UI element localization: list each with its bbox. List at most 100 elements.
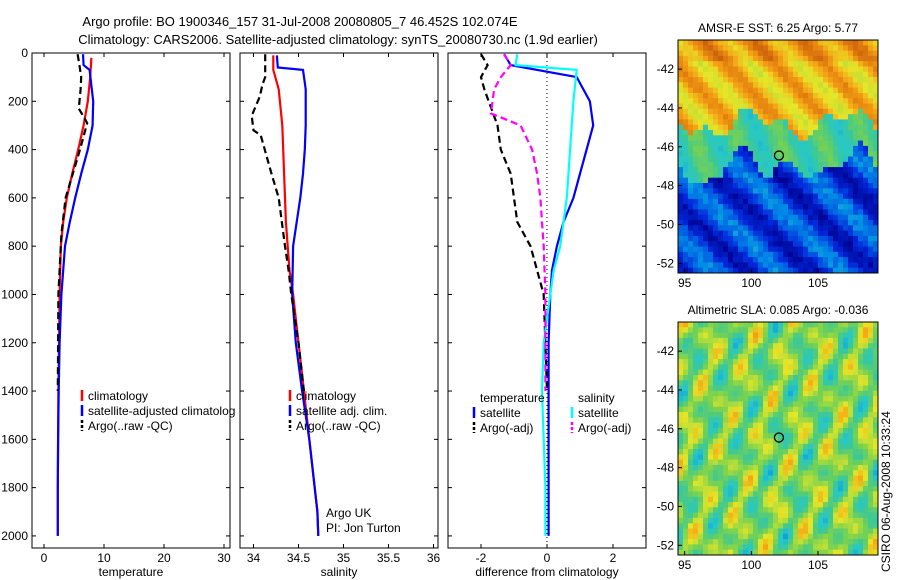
map-cell xyxy=(788,108,794,115)
map-cell xyxy=(693,332,699,339)
map-cell xyxy=(773,401,779,408)
map-cell xyxy=(708,443,714,450)
map-cell xyxy=(703,220,709,226)
map-cell xyxy=(793,486,799,492)
map-cell xyxy=(718,332,724,339)
map-cell xyxy=(718,427,724,434)
map-cell xyxy=(868,87,874,94)
map-cell xyxy=(678,459,684,466)
map-cell xyxy=(843,257,849,263)
map-cell xyxy=(848,369,854,376)
map-cell xyxy=(688,401,694,408)
x-tick-label: 0 xyxy=(41,551,48,565)
map-cell xyxy=(748,257,754,263)
map-cell xyxy=(843,40,849,46)
y-tick-label: 600 xyxy=(8,191,28,205)
map-cell xyxy=(708,512,714,519)
map-cell xyxy=(843,220,849,226)
map-cell xyxy=(738,385,744,392)
map-cell xyxy=(698,459,704,466)
map-cell xyxy=(708,198,714,205)
map-frame xyxy=(677,39,879,274)
y-tick-label: -48 xyxy=(657,179,675,193)
map-cell xyxy=(773,257,779,263)
map-cell xyxy=(768,204,774,210)
map-cell xyxy=(868,82,874,89)
map-cell xyxy=(863,66,869,73)
map-cell xyxy=(698,257,704,263)
map-cell xyxy=(748,61,754,67)
map-cell xyxy=(708,496,714,503)
map-cell xyxy=(723,50,729,57)
map-cell xyxy=(853,130,859,136)
map-cell xyxy=(873,443,879,450)
map-cell xyxy=(848,246,854,253)
map-cell xyxy=(763,369,769,376)
map-cell xyxy=(813,130,819,136)
map-cell xyxy=(783,61,789,67)
map-cell xyxy=(678,262,684,269)
map-cell xyxy=(868,401,874,408)
map-cell xyxy=(818,119,824,126)
map-cell xyxy=(688,359,694,365)
map-cell xyxy=(783,480,789,487)
map-cell xyxy=(783,401,789,408)
map-cell xyxy=(808,235,814,242)
map-cell xyxy=(733,92,739,99)
map-cell xyxy=(733,124,739,131)
map-cell xyxy=(783,92,789,99)
map-cell xyxy=(763,343,769,349)
map-cell xyxy=(748,512,754,519)
map-cell xyxy=(693,204,699,210)
map-cell xyxy=(838,40,844,46)
x-tick-label: 0 xyxy=(544,551,551,565)
map-cell xyxy=(748,454,754,461)
map-cell xyxy=(758,412,764,418)
map-cell xyxy=(793,427,799,434)
map-cell xyxy=(688,544,694,551)
map-cell xyxy=(758,209,764,216)
map-cell xyxy=(783,486,789,492)
map-cell xyxy=(823,353,829,360)
map-cell xyxy=(793,235,799,242)
map-cell xyxy=(738,71,744,78)
map-cell xyxy=(868,130,874,136)
map-cell xyxy=(848,119,854,126)
series-line-satellite xyxy=(514,54,578,536)
map-cell xyxy=(748,380,754,386)
map-cell xyxy=(873,130,879,136)
map-cell xyxy=(873,533,879,540)
map-cell xyxy=(683,188,689,194)
map-cell xyxy=(783,412,789,418)
map-cell xyxy=(838,337,844,344)
map-cell xyxy=(763,198,769,205)
map-cell xyxy=(698,486,704,492)
map-cell xyxy=(808,454,814,461)
map-cell xyxy=(708,533,714,540)
sst-map-panel: AMSR-E SST: 6.25 Argo: 5.77-42-44-46-48-… xyxy=(657,21,879,290)
map-cell xyxy=(863,443,869,450)
map-cell xyxy=(693,507,699,514)
map-cell xyxy=(738,66,744,73)
map-cell xyxy=(733,145,739,152)
map-cell xyxy=(803,130,809,136)
map-cell xyxy=(808,40,814,46)
map-cell xyxy=(853,135,859,142)
map-cell xyxy=(748,177,754,184)
map-cell xyxy=(703,235,709,242)
map-cell xyxy=(768,332,774,339)
map-cell xyxy=(838,464,844,471)
map-cell xyxy=(863,491,869,498)
map-cell xyxy=(728,220,734,226)
map-cell xyxy=(773,454,779,461)
map-cell xyxy=(783,539,789,545)
map-cell xyxy=(808,502,814,508)
map-cell xyxy=(843,77,849,83)
map-cell xyxy=(748,332,754,339)
map-cell xyxy=(748,188,754,194)
map-cell xyxy=(803,322,809,328)
map-cell xyxy=(753,374,759,381)
map-cell xyxy=(788,353,794,360)
map-cell xyxy=(703,188,709,194)
map-cell xyxy=(718,241,724,247)
